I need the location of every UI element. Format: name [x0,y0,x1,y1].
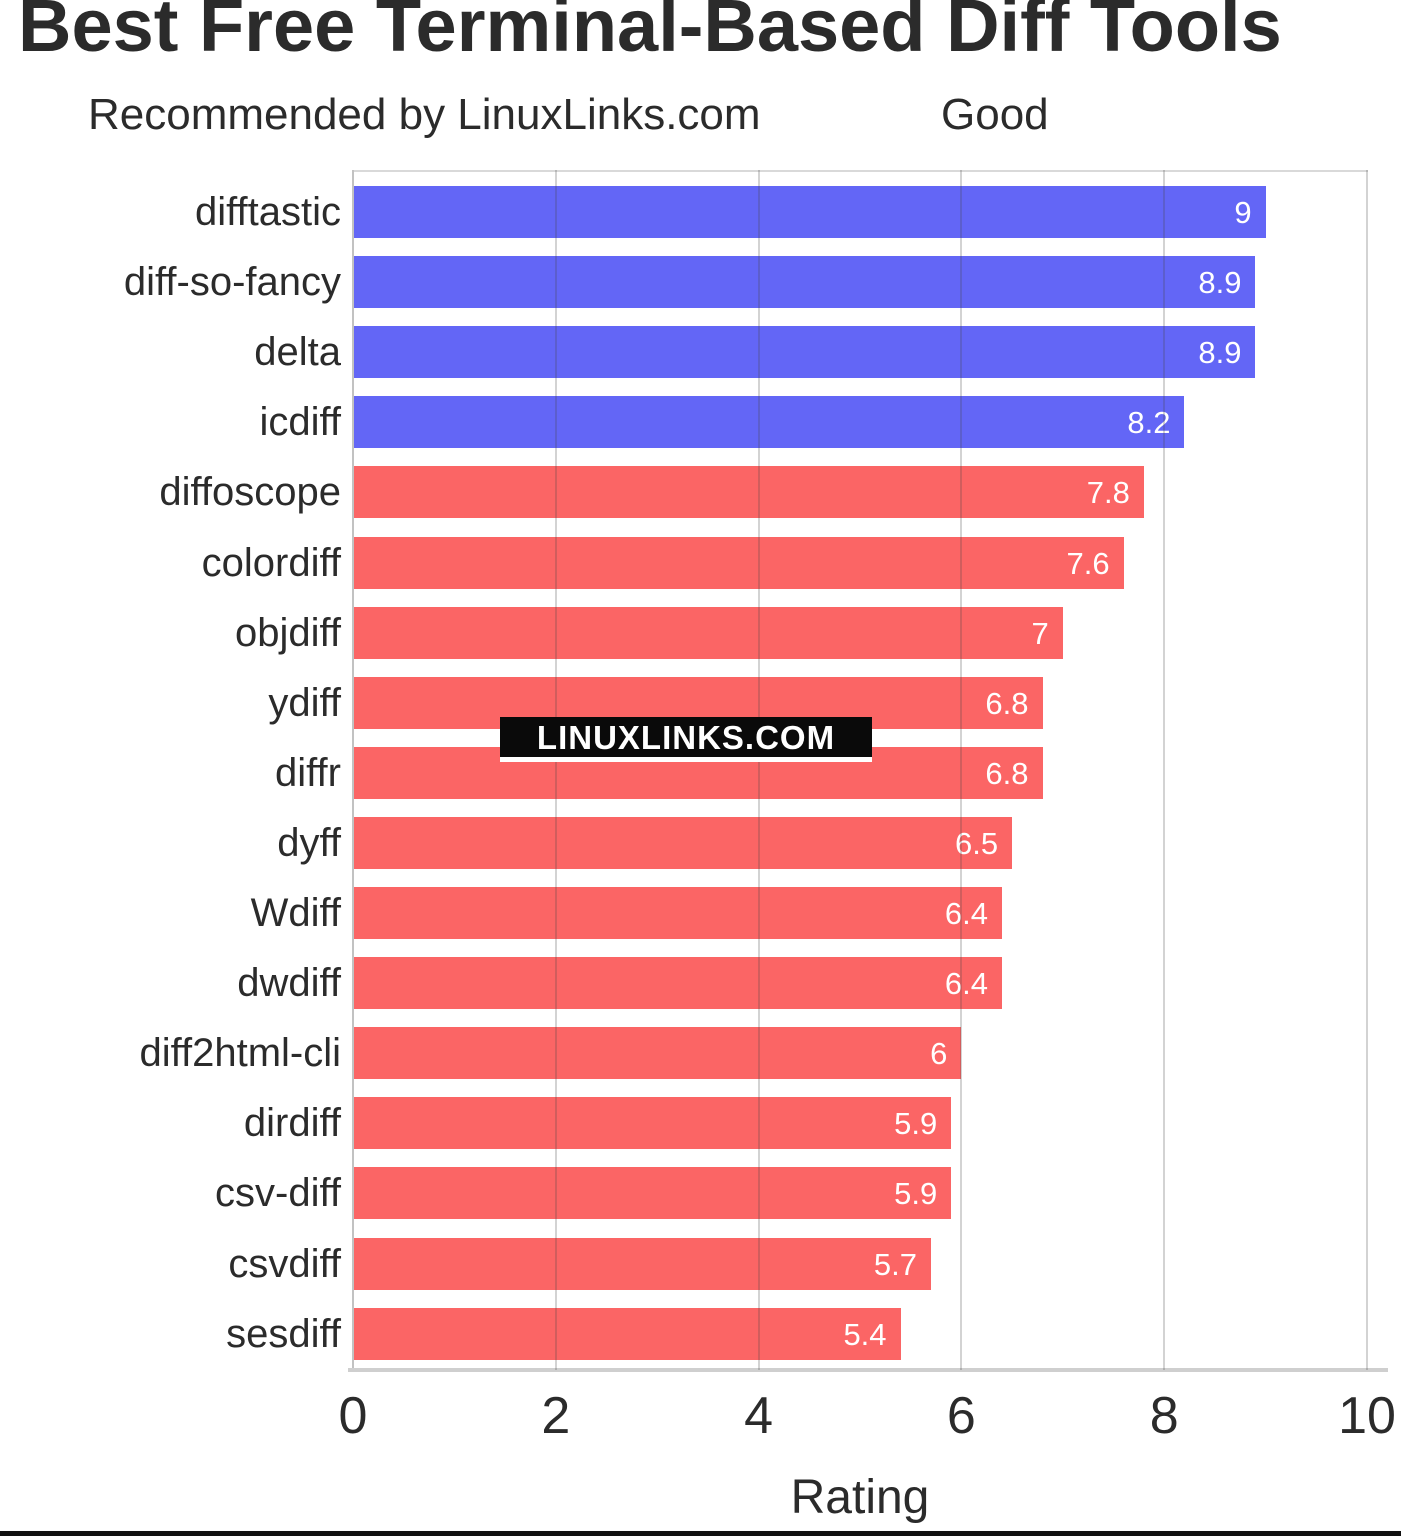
bar: 9 [353,186,1266,238]
bar-value-label: 6 [930,1036,948,1072]
bar: 6.5 [353,816,1013,869]
bar: 6.4 [353,957,1002,1010]
bar: 8.2 [353,396,1185,449]
chart-title: Best Free Terminal-Based Diff Tools [18,0,1282,67]
watermark-underline [500,757,872,762]
category-label: csv-diff [215,1171,341,1216]
bar: 8.9 [353,326,1256,379]
bar-value-label: 8.9 [1198,265,1242,301]
category-label: dwdiff [237,961,341,1006]
bar: 7.8 [353,466,1144,519]
plot-frame-top [352,170,1368,172]
gridline [960,170,963,1370]
bar: 7 [353,606,1063,659]
category-label: icdiff [259,400,341,445]
bar: 6 [353,1027,962,1080]
bar: 7.6 [353,536,1124,589]
bar: 6.4 [353,887,1002,939]
bar-value-label: 5.7 [873,1246,917,1282]
x-tick-label: 8 [1149,1387,1179,1445]
category-label: diff2html-cli [139,1031,341,1076]
bar: 5.7 [353,1237,931,1290]
bar: 5.9 [353,1167,952,1220]
x-axis-title: Rating [790,1471,930,1524]
bar-value-label: 6.8 [985,755,1029,791]
x-tick-label: 4 [744,1387,774,1445]
bar-value-label: 7 [1031,615,1049,651]
x-tick-label: 2 [541,1387,571,1445]
gridline [1366,170,1368,1370]
category-label: dirdiff [243,1101,341,1146]
x-tick-label: 6 [946,1387,976,1445]
bar-value-label: 5.9 [894,1106,938,1142]
category-label: csvdiff [228,1241,341,1286]
bar-value-label: 5.4 [843,1316,887,1352]
bottom-border-line [0,1531,1401,1536]
bar-value-label: 6.4 [944,966,988,1002]
category-label: diffr [275,750,341,795]
bar: 8.9 [353,256,1256,309]
bar-value-label: 9 [1234,195,1252,230]
bar-value-label: 6.4 [944,896,988,931]
category-label: colordiff [201,540,341,585]
watermark: LINUXLINKS.COM [500,717,872,757]
legend-swatch-recommended [22,94,64,136]
category-label: difftastic [195,190,341,234]
category-label: ydiff [268,680,341,725]
bar-value-label: 7.8 [1086,475,1130,511]
category-label: sesdiff [226,1311,341,1356]
watermark-text: LINUXLINKS.COM [536,719,836,756]
gridline [757,170,760,1370]
category-label: delta [254,330,341,375]
bar-value-label: 6.5 [954,825,999,861]
category-label: diffoscope [159,470,341,515]
legend-label-recommended: Recommended by LinuxLinks.com [88,90,761,139]
category-label: Wdiff [250,891,341,935]
category-label: diff-so-fancy [123,260,341,305]
gridline [1163,170,1166,1370]
gridline [554,170,557,1370]
legend-swatch-good [877,94,919,136]
category-label: dyff [277,820,341,865]
legend-label-good: Good [941,90,1049,139]
x-tick-label: 10 [1338,1387,1396,1445]
x-tick-label: 0 [338,1387,368,1445]
y-axis-line [352,170,354,1370]
x-axis-line [348,1368,1388,1372]
category-label: objdiff [234,610,341,655]
bar-value-label: 8.9 [1198,335,1242,371]
bar: 5.4 [353,1307,901,1360]
bar-value-label: 8.2 [1127,405,1171,441]
bar-value-label: 6.8 [985,685,1029,721]
bar-value-label: 5.9 [894,1176,938,1212]
bar-value-label: 7.6 [1066,545,1110,581]
bar: 5.9 [353,1097,952,1150]
